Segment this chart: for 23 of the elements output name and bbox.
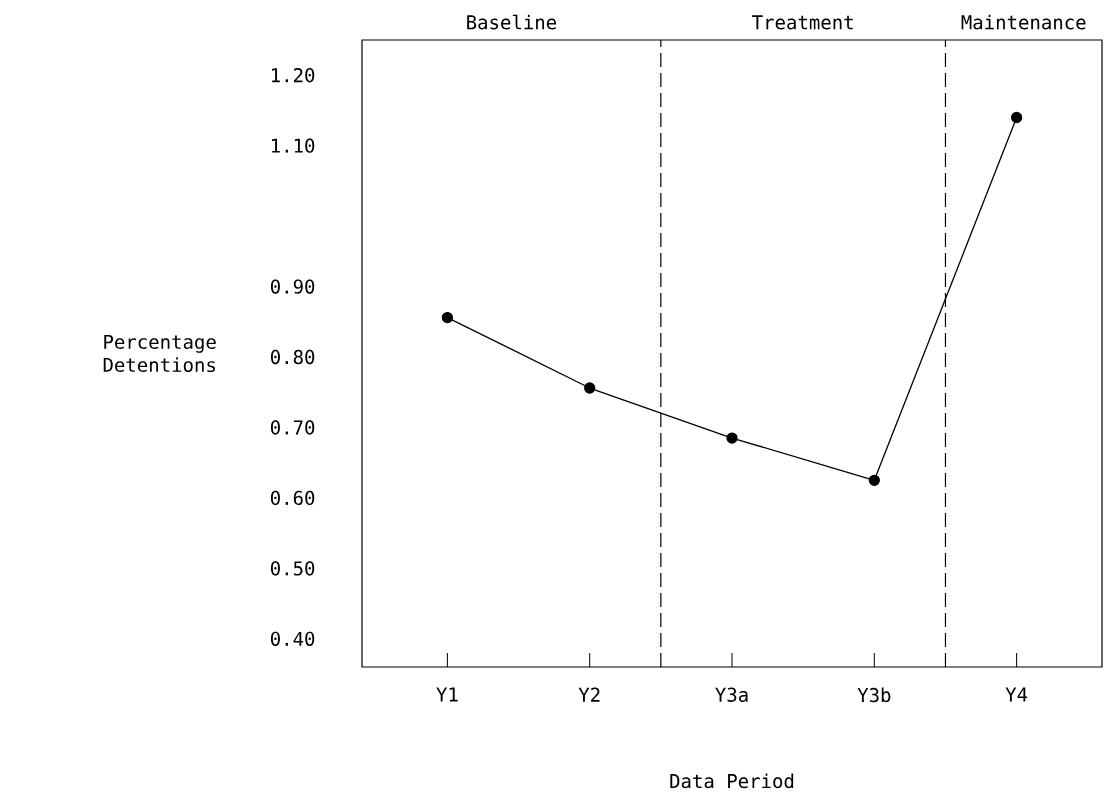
y-tick-label: 0.70 — [270, 420, 315, 435]
y-tick-label: 1.10 — [271, 138, 315, 154]
y-tick-label: 0.90 — [270, 279, 315, 294]
y-tick-label: 0.50 — [270, 561, 315, 576]
y-tick-label: 0.60 — [270, 490, 315, 506]
point — [441, 312, 454, 324]
y-tick-label: 0.40 — [270, 631, 315, 647]
point — [868, 474, 880, 487]
x-tick-label: Y1 — [436, 687, 458, 702]
point — [726, 432, 738, 444]
x-tick-label: Y4 — [1005, 687, 1028, 702]
text: Baseline — [467, 14, 557, 30]
y-axis-title: Percentage Detentions — [103, 335, 216, 373]
point — [584, 382, 596, 394]
y-tick-label: 1.20 — [271, 68, 315, 83]
point — [1010, 112, 1023, 124]
text: Maintenance — [961, 14, 1086, 30]
x-axis-title: Data Period — [670, 773, 794, 789]
x-tick-label: Y3b — [857, 687, 891, 703]
y-tick-label: 0.80 — [270, 350, 315, 365]
text: Treatment — [752, 15, 853, 30]
x-tick-label: Y2 — [578, 687, 600, 702]
x-tick-label: Y3a — [715, 687, 748, 703]
